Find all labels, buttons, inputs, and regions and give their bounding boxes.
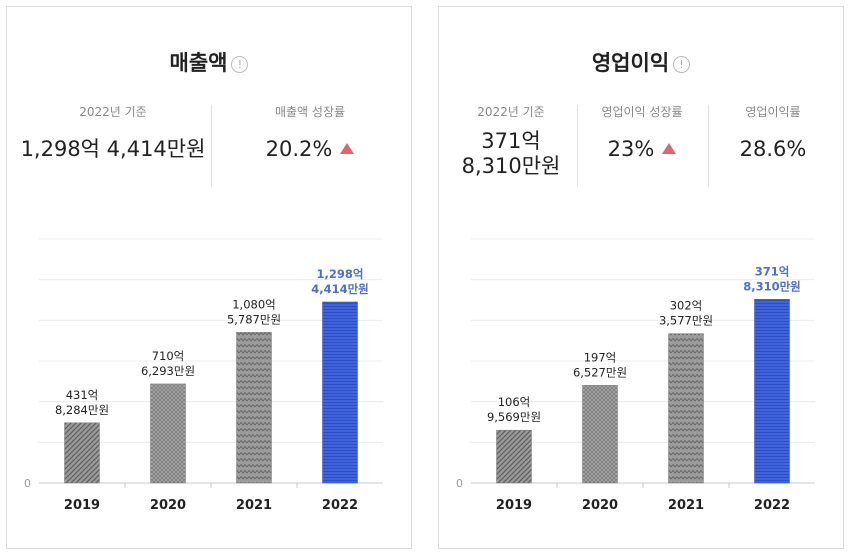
revenue-base-stat: 2022년 기준 1,298억 4,414만원 [15, 103, 211, 162]
data-label-line2: 3,577만원 [659, 314, 713, 328]
data-label-line2: 9,569만원 [487, 410, 541, 424]
data-label-line2: 6,527만원 [573, 365, 627, 379]
bar-2020 [150, 383, 186, 484]
profit-growth-stat: 영업이익 성장률 23% [578, 103, 706, 162]
data-label-line2: 4,414만원 [311, 282, 369, 296]
profit-margin-label: 영업이익률 [745, 105, 801, 119]
y-tick-label: 0 [24, 477, 31, 490]
y-tick-label: 0 [456, 477, 463, 490]
profit-growth-value-wrap: 23% [578, 137, 706, 162]
data-label-line2: 8,284만원 [55, 403, 109, 417]
x-tick-label: 2021 [236, 498, 272, 513]
bar-2020 [582, 385, 618, 484]
revenue-growth-label: 매출액 성장률 [274, 105, 346, 119]
data-label-line1: 710억 [152, 349, 185, 363]
operating-profit-title-text: 영업이익 [591, 51, 670, 75]
bar-2021 [668, 333, 704, 484]
data-label-line1: 1,298억 [317, 267, 364, 281]
x-tick-label: 2021 [668, 498, 704, 513]
up-triangle-icon [662, 142, 677, 154]
info-icon[interactable]: ! [673, 55, 691, 73]
data-label-line1: 1,080억 [232, 297, 276, 311]
x-tick-label: 2020 [150, 498, 186, 513]
info-icon[interactable]: ! [231, 55, 249, 73]
stat-divider [577, 105, 578, 187]
x-tick-label: 2022 [322, 498, 358, 513]
data-label-line2: 8,310만원 [743, 279, 801, 293]
profit-base-value: 371억 8,310만원 [447, 129, 575, 179]
operating-profit-card: 영업이익! 2022년 기준 371억 8,310만원 영업이익 성장률 23%… [438, 6, 844, 549]
revenue-title: 매출액! [7, 47, 411, 77]
operating-profit-title: 영업이익! [439, 47, 843, 77]
bar-2022 [322, 301, 358, 484]
stat-divider [211, 105, 212, 187]
data-label-line1: 197억 [584, 350, 617, 364]
data-label-line1: 431억 [66, 388, 99, 402]
up-triangle-icon [340, 142, 355, 154]
data-label-line2: 6,293만원 [141, 364, 195, 378]
revenue-base-label: 2022년 기준 [79, 105, 147, 119]
bar-2019 [64, 422, 100, 484]
profit-base-stat: 2022년 기준 371억 8,310만원 [447, 103, 575, 179]
profit-growth-value: 23% [607, 137, 655, 161]
profit-margin-stat: 영업이익률 28.6% [709, 103, 837, 162]
x-tick-label: 2019 [64, 498, 100, 513]
bar-2021 [236, 332, 272, 484]
data-label-line1: 371억 [755, 264, 790, 278]
bar-2019 [496, 429, 532, 484]
data-label-line2: 5,787만원 [227, 312, 281, 326]
x-tick-label: 2022 [754, 498, 790, 513]
data-label-line1: 302억 [670, 299, 703, 313]
revenue-growth-value: 20.2% [265, 137, 333, 161]
profit-base-label: 2022년 기준 [477, 105, 545, 119]
revenue-title-text: 매출액 [169, 51, 228, 75]
x-tick-label: 2019 [496, 498, 532, 513]
revenue-growth-value-wrap: 20.2% [212, 137, 408, 162]
stat-divider [708, 105, 709, 187]
x-tick-label: 2020 [582, 498, 618, 513]
revenue-growth-stat: 매출액 성장률 20.2% [212, 103, 408, 162]
profit-base-value-line1: 371억 [481, 129, 541, 153]
profit-margin-value: 28.6% [739, 137, 807, 161]
revenue-card: 매출액! 2022년 기준 1,298억 4,414만원 매출액 성장률 20.… [6, 6, 412, 549]
bar-2022 [754, 299, 790, 484]
data-label-line1: 106억 [498, 395, 531, 409]
profit-growth-label: 영업이익 성장률 [601, 105, 683, 119]
profit-base-value-line2: 8,310만원 [461, 154, 561, 178]
revenue-base-value: 1,298억 4,414만원 [20, 137, 206, 161]
